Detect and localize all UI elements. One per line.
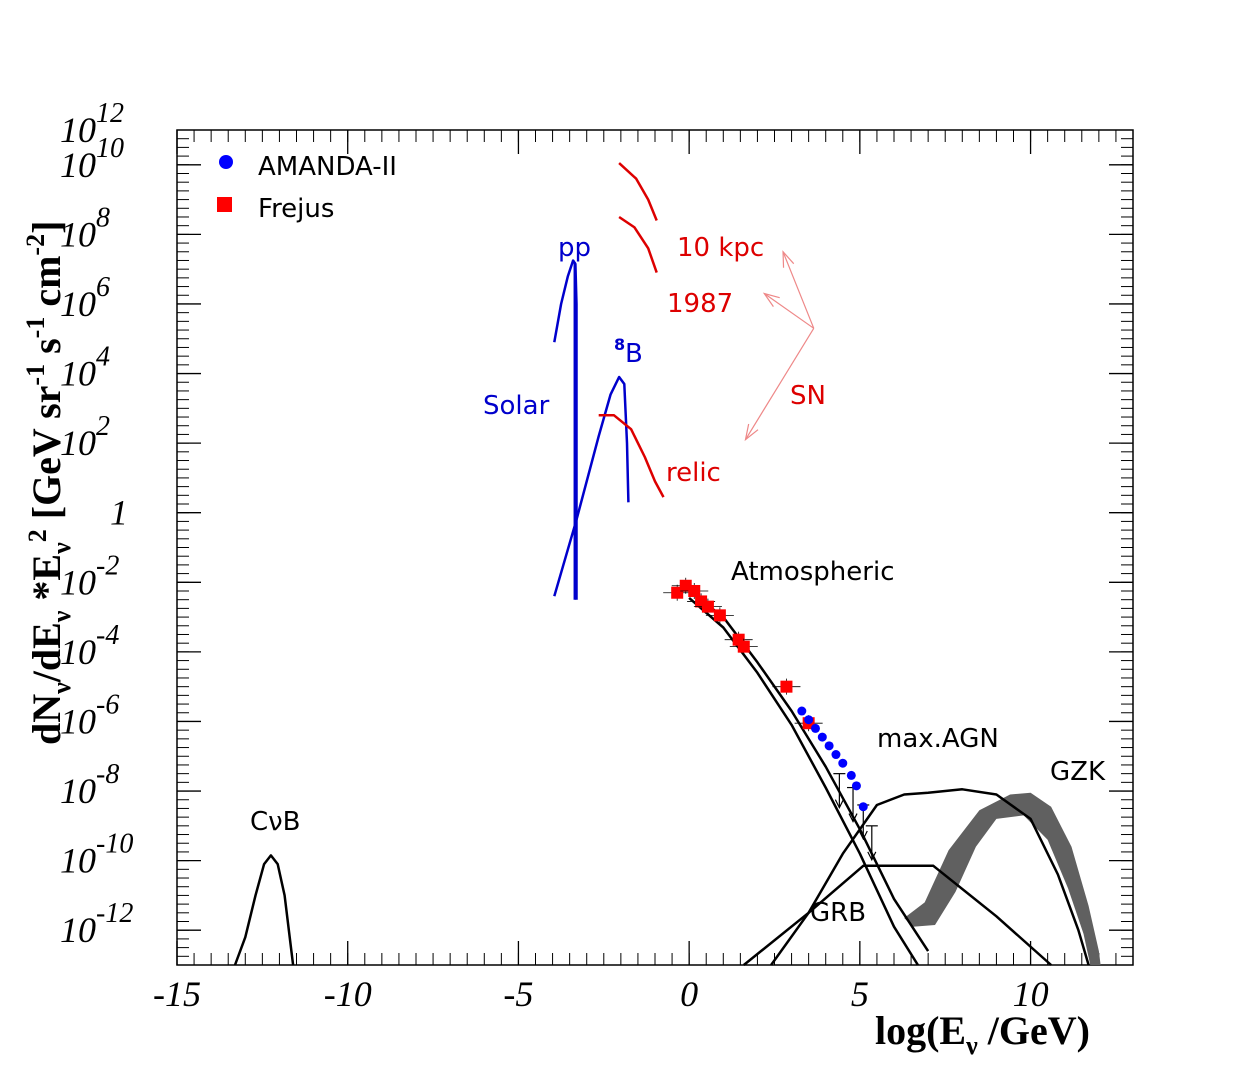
upper-limit-arrows: [833, 773, 878, 862]
sn-arrow-head: [762, 292, 780, 307]
amanda-point: [851, 781, 861, 791]
sn-arrows: [744, 250, 815, 442]
frejus-point: [701, 600, 714, 613]
x-tick-label: 0: [680, 974, 698, 1014]
plot-frame: [176, 129, 1134, 966]
x-tick-labels: -15 -10 -5 0 5 10: [153, 974, 1049, 1014]
curve-max-agn: [770, 788, 1090, 966]
label-gzk: GZK: [1050, 757, 1106, 787]
flux-curves: [233, 162, 1090, 966]
curve-pp: [553, 259, 578, 600]
amanda-point: [797, 706, 807, 716]
curve-sn-1987: [618, 215, 658, 274]
curve-atmospheric-upper: [688, 590, 930, 952]
amanda-points: [797, 706, 868, 812]
minor-ticks: [176, 129, 1134, 966]
frejus-point: [713, 609, 726, 622]
x-tick-label: -5: [503, 974, 533, 1014]
amanda-point: [858, 802, 868, 812]
sn-arrow-line: [763, 293, 815, 329]
y-tick-label: 106: [60, 272, 110, 324]
label-atmospheric: Atmospheric: [731, 557, 895, 587]
label-8b: B: [625, 339, 643, 369]
amanda-point: [804, 715, 814, 725]
legend-label-frejus: Frejus: [258, 194, 334, 224]
y-tick-label: 10-12: [60, 898, 133, 950]
gzk-band: [904, 792, 1101, 965]
x-tick-label: 10: [1013, 974, 1049, 1014]
x-tick-label: -15: [153, 974, 201, 1014]
legend-label-amanda: AMANDA-II: [258, 152, 397, 182]
label-pp: pp: [558, 233, 591, 263]
legend-marker-frejus: [217, 197, 232, 212]
curve-c-b: [233, 854, 295, 966]
gzk-band-area: [904, 792, 1101, 965]
y-tick-label: 10-8: [60, 759, 119, 811]
y-tick-label: 1: [110, 493, 128, 533]
y-tick-label: 104: [60, 342, 110, 394]
curve-atmospheric-lower: [688, 596, 919, 966]
x-tick-label: 5: [851, 974, 869, 1014]
curve-sn-relic: [598, 414, 665, 498]
amanda-point: [810, 723, 820, 733]
y-tick-label: 10-4: [60, 620, 119, 672]
y-tick-label: 10-2: [60, 550, 119, 602]
label-max-agn: max.AGN: [877, 724, 999, 754]
legend-marker-amanda: [219, 155, 233, 169]
limit-head: [848, 813, 858, 823]
x-tick-label: -10: [324, 974, 372, 1014]
legend: AMANDA-II Frejus: [217, 152, 397, 224]
label-1987: 1987: [667, 289, 733, 319]
major-ticks: [176, 130, 1133, 965]
frejus-points: [663, 577, 823, 732]
amanda-point: [838, 758, 848, 768]
frejus-point: [780, 680, 793, 693]
sn-arrow-head: [782, 250, 795, 268]
amanda-point: [824, 741, 834, 751]
limit-head: [858, 830, 868, 841]
x-axis-label: log(Eν /GeV): [875, 1008, 1090, 1060]
curve-grb: [743, 864, 1052, 966]
label-cnb: CνB: [250, 807, 301, 837]
curve-sn-10-kpc: [618, 162, 658, 221]
sn-arrow-head: [744, 423, 759, 442]
y-tick-label: 108: [60, 202, 110, 254]
y-tick-label: 1012: [60, 98, 124, 150]
sn-arrow-line: [782, 251, 815, 329]
frejus-point: [688, 584, 701, 597]
label-8b-sup: 8: [614, 335, 625, 354]
sn-arrow-line: [744, 327, 815, 440]
y-tick-label: 1010: [60, 133, 124, 185]
amanda-point: [831, 750, 841, 760]
label-10kpc: 10 kpc: [677, 233, 764, 263]
amanda-point: [846, 770, 856, 780]
y-tick-label: 10-6: [60, 689, 119, 741]
label-grb: GRB: [810, 898, 866, 928]
y-tick-label: 102: [60, 411, 110, 463]
frejus-point: [737, 640, 750, 653]
limit-head: [834, 799, 844, 809]
amanda-point: [817, 732, 827, 742]
curve-8b: [553, 375, 630, 597]
label-solar: Solar: [483, 391, 550, 421]
label-sn: SN: [790, 381, 826, 411]
label-relic: relic: [666, 458, 721, 488]
limit-head: [867, 851, 877, 862]
y-axis-label: dNν/dEν *Eν2 [GeV sr-1 s-1 cm-2]: [21, 221, 76, 745]
y-tick-label: 10-10: [60, 829, 133, 881]
